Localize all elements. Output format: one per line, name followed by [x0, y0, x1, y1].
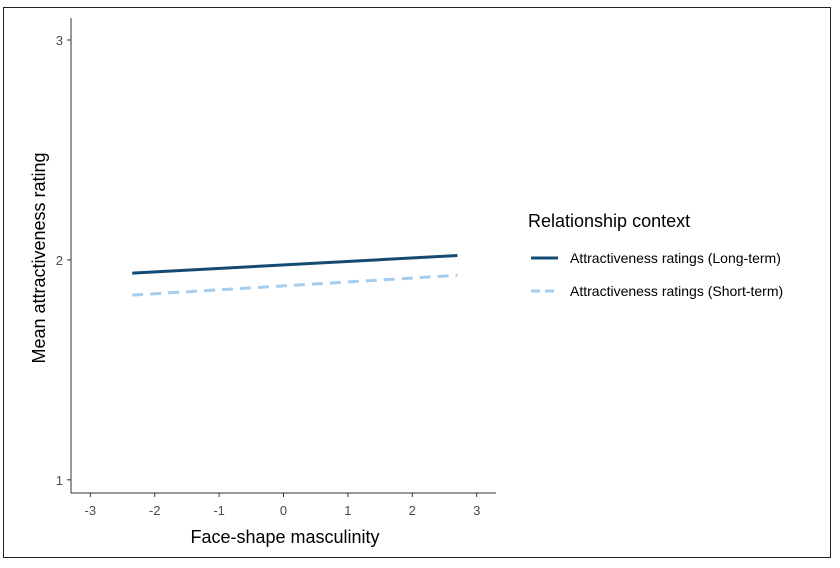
series-line-short-term	[132, 273, 458, 297]
legend: Relationship context Attractiveness rati…	[528, 211, 783, 299]
y-axis-ticks: 1 2 3	[56, 33, 71, 488]
y-tick-label: 1	[56, 473, 63, 488]
y-tick-label: 2	[56, 253, 63, 268]
legend-title: Relationship context	[528, 211, 690, 231]
legend-item-long-term: Attractiveness ratings (Long-term)	[531, 250, 781, 266]
x-axis-ticks: -3 -2 -1 0 1 2 3	[85, 493, 480, 518]
legend-label-long-term: Attractiveness ratings (Long-term)	[570, 250, 781, 266]
x-axis-title: Face-shape masculinity	[190, 527, 379, 547]
series-line-long-term	[132, 254, 458, 275]
legend-label-short-term: Attractiveness ratings (Short-term)	[570, 283, 783, 299]
x-tick-label: 3	[473, 503, 480, 518]
x-tick-label: 1	[344, 503, 351, 518]
x-tick-label: -3	[85, 503, 97, 518]
figure-border	[3, 7, 831, 558]
x-tick-label: -2	[149, 503, 161, 518]
x-tick-label: 0	[280, 503, 287, 518]
y-tick-label: 3	[56, 33, 63, 48]
legend-item-short-term: Attractiveness ratings (Short-term)	[531, 283, 783, 299]
x-tick-label: -1	[213, 503, 225, 518]
x-tick-label: 2	[409, 503, 416, 518]
series-lines	[132, 254, 458, 297]
y-axis-title: Mean attractiveness rating	[29, 152, 49, 363]
